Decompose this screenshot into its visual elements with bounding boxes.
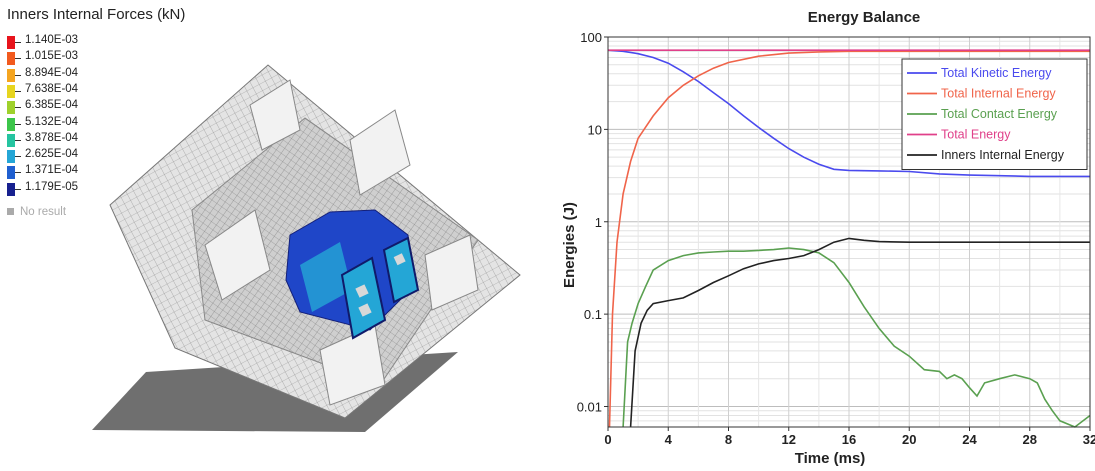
legend-entry: Total Energy [941,128,1011,142]
contour-tick [15,188,21,190]
contour-swatch [7,68,15,82]
contour-swatch [7,117,15,131]
chart-legend: Total Kinetic Energy Total Internal Energ… [901,58,1088,170]
x-tick-label: 4 [665,432,673,447]
inner-part-hole [358,303,372,317]
contour-level-label: 6.385E-04 [25,99,79,112]
x-tick-label: 12 [782,432,796,447]
contour-level-label: 8.894E-04 [25,66,79,79]
x-tick-label: 32 [1083,432,1095,447]
no-result-label: No result [20,206,67,218]
contour-tick [15,58,21,60]
chart-title: Energy Balance [808,9,921,26]
energy-chart-panel: Energy Balance Time (ms) Energies (J) 0 4… [560,0,1095,467]
y-tick-label: 100 [580,30,602,45]
corner-block [424,234,479,311]
contour-swatch [7,101,15,115]
contour-level-label: 3.878E-04 [25,131,79,144]
y-tick-label: 1 [595,215,602,230]
contour-swatch [7,150,15,164]
no-result-swatch [7,208,14,215]
x-tick-label: 16 [842,432,856,447]
contour-tick [15,74,21,76]
contour-tick [15,139,21,141]
inner-part-block-b [382,236,420,304]
contour-swatch [7,182,15,196]
inner-part-hole [355,284,369,298]
contour-legend-title: Inners Internal Forces (kN) [7,6,186,23]
contour-level-label: 2.625E-04 [25,148,79,161]
inner-part-hole [393,253,406,266]
series-line [629,237,1090,428]
x-tick-label: 20 [902,432,916,447]
series-lines [607,49,1091,428]
corner-block [204,209,271,301]
legend-entry: Inners Internal Energy [941,148,1065,162]
contour-level-label: 1.015E-03 [25,50,79,63]
contour-swatch [7,36,15,49]
y-axis-label: Energies (J) [561,202,578,288]
contour-tick [15,172,21,174]
corner-block [349,109,411,196]
contour-swatch [7,52,15,66]
contour-tick [15,107,21,109]
y-tick-label: 0.01 [577,400,602,415]
x-tick-label: 24 [962,432,977,447]
y-tick-label: 10 [588,122,602,137]
x-tick-label: 8 [725,432,732,447]
fe-model-view [92,64,521,432]
x-tick-label: 0 [604,432,611,447]
inner-part-block-a [340,256,387,340]
legend-entry: Total Kinetic Energy [941,66,1052,80]
inner-part-face [300,242,352,312]
contour-level-label: 1.179E-05 [25,180,79,193]
energy-balance-chart: Energy Balance Time (ms) Energies (J) 0 4… [561,9,1095,467]
x-axis-label: Time (ms) [795,450,866,466]
plot-frame [607,36,1091,428]
series-line [608,50,1090,428]
contour-swatch [7,84,15,98]
contour-swatch [7,166,15,180]
no-result-entry: No result [7,206,66,218]
corner-block [249,79,301,151]
contour-tick [15,90,21,92]
axis-ticks: 0 4 8 12 16 20 24 28 32 100 10 1 0.1 0.01 [577,30,1095,447]
fe-model-panel: Inners Internal Forces (kN) 1.140E-03 1.0… [7,6,521,432]
contour-tick [15,156,21,158]
contour-tick [15,123,21,125]
contour-level-label: 5.132E-04 [25,115,79,128]
contour-tick [15,42,21,43]
x-tick-label: 28 [1023,432,1037,447]
legend-entry: Total Contact Energy [941,107,1058,121]
contour-level-label: 1.140E-03 [25,34,79,46]
series-line [622,247,1091,428]
y-tick-label: 0.1 [584,307,602,322]
legend-entry: Total Internal Energy [941,87,1056,101]
contour-level-label: 1.371E-04 [25,164,79,177]
series-line [607,49,1090,178]
contour-level-label: 7.638E-04 [25,82,79,95]
contour-swatch [7,133,15,147]
